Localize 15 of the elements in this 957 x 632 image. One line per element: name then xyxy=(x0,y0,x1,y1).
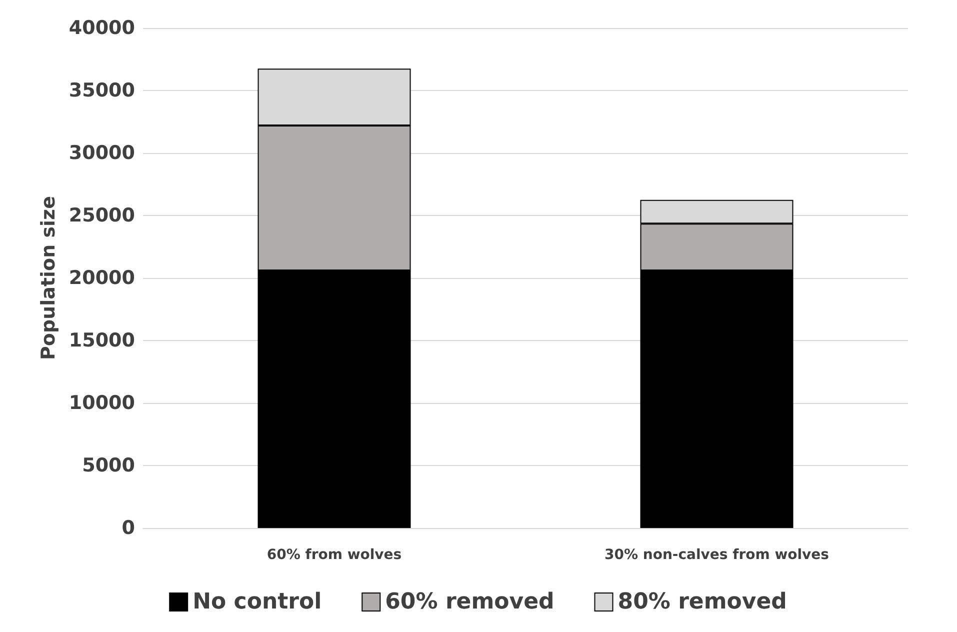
y-tick-label: 5000 xyxy=(82,454,135,476)
legend-label: 80% removed xyxy=(618,590,787,614)
legend-label: 60% removed xyxy=(385,590,554,614)
y-axis-title: Population size xyxy=(38,196,60,360)
y-tick-label: 35000 xyxy=(68,80,135,102)
x-tick-label: 60% from wolves xyxy=(266,547,402,563)
y-tick-label: 0 xyxy=(122,517,135,539)
y-tick-label: 30000 xyxy=(68,142,135,164)
y-tick-label: 25000 xyxy=(68,204,135,226)
y-tick-label: 10000 xyxy=(68,392,135,414)
y-tick-label: 15000 xyxy=(68,330,135,352)
x-tick-label: 30% non-calves from wolves xyxy=(604,547,829,563)
y-tick-label: 40000 xyxy=(68,17,135,39)
y-tick-label: 20000 xyxy=(68,267,135,289)
legend-label: No control xyxy=(192,590,322,614)
